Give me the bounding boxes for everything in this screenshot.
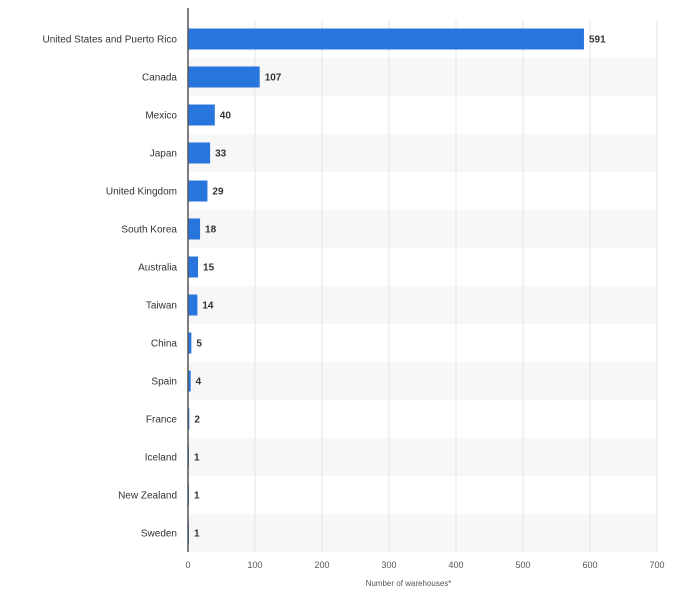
value-label: 18 — [205, 225, 217, 236]
row-stripe — [188, 286, 657, 324]
x-tick-label: 300 — [381, 560, 396, 570]
value-label: 29 — [212, 187, 224, 198]
bars — [188, 28, 584, 544]
x-tick-label: 0 — [185, 560, 190, 570]
category-label: United States and Puerto Rico — [42, 35, 177, 46]
category-label: Japan — [150, 149, 177, 160]
value-label: 14 — [202, 301, 214, 312]
x-tick-labels: 0 100 200 300 400 500 600 700 — [185, 560, 664, 570]
category-label: New Zealand — [118, 491, 177, 502]
value-label: 591 — [589, 35, 606, 46]
value-label: 33 — [215, 149, 227, 160]
row-stripe — [188, 514, 657, 552]
category-label: Mexico — [145, 111, 177, 122]
x-axis-title: Number of warehouses* — [366, 579, 452, 588]
bar — [188, 332, 192, 354]
row-stripe — [188, 210, 657, 248]
bar — [188, 218, 201, 240]
value-label: 2 — [194, 415, 200, 426]
bar — [188, 370, 191, 392]
x-tick-label: 500 — [515, 560, 530, 570]
category-label: South Korea — [121, 225, 177, 236]
bar — [188, 294, 198, 316]
gridlines — [254, 20, 658, 552]
category-label: France — [146, 415, 178, 426]
category-labels: United States and Puerto Rico Canada Mexic… — [42, 35, 177, 540]
row-stripe — [188, 362, 657, 400]
bar — [188, 180, 208, 202]
value-label: 4 — [196, 377, 202, 388]
bar — [188, 66, 260, 88]
category-label: United Kingdom — [106, 187, 177, 198]
x-tick-label: 700 — [649, 560, 664, 570]
value-label: 40 — [220, 111, 232, 122]
x-tick-label: 200 — [314, 560, 329, 570]
value-labels: 591 107 40 33 29 18 15 14 5 4 2 1 1 1 — [194, 35, 606, 540]
bar — [188, 28, 584, 50]
value-label: 1 — [194, 529, 200, 540]
value-label: 1 — [194, 453, 200, 464]
value-label: 107 — [265, 73, 282, 84]
row-stripes — [188, 58, 657, 552]
x-tick-label: 600 — [582, 560, 597, 570]
x-tick-label: 100 — [247, 560, 262, 570]
row-stripe — [188, 134, 657, 172]
value-label: 1 — [194, 491, 200, 502]
category-label: Australia — [138, 263, 177, 274]
category-label: Canada — [142, 73, 177, 84]
bar — [188, 104, 215, 126]
category-label: China — [151, 339, 178, 350]
row-stripe — [188, 58, 657, 96]
category-label: Spain — [151, 377, 177, 388]
bar — [188, 256, 199, 278]
category-label: Iceland — [145, 453, 177, 464]
row-stripe — [188, 438, 657, 476]
category-label: Taiwan — [146, 301, 177, 312]
bar — [188, 142, 211, 164]
x-tick-label: 400 — [448, 560, 463, 570]
value-label: 5 — [196, 339, 202, 350]
value-label: 15 — [203, 263, 215, 274]
category-label: Sweden — [141, 529, 177, 540]
